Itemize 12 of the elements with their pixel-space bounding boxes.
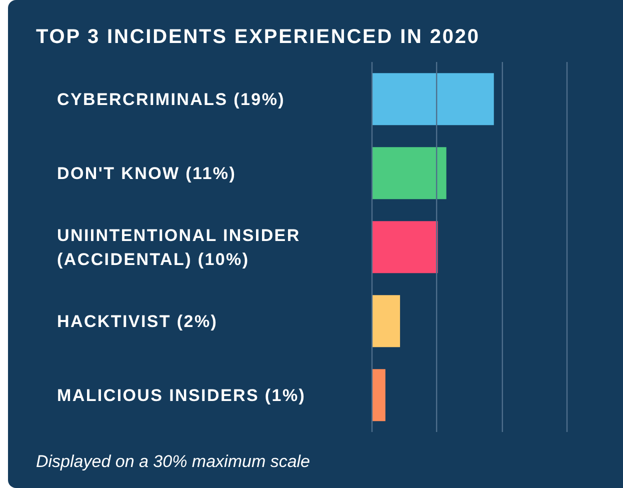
y-tick-label: DON'T KNOW (11%) xyxy=(57,164,236,182)
y-tick-label: UNIINTENTIONAL INSIDER (ACCIDENTAL) (10%) xyxy=(57,226,300,268)
text: Displayed on a 30% maximum scale xyxy=(36,452,310,472)
bar xyxy=(372,73,494,126)
bar xyxy=(372,295,400,348)
y-tick-label: HACKTIVIST (2%) xyxy=(57,312,218,330)
bar xyxy=(372,221,438,274)
bar xyxy=(372,369,386,422)
chart-title: TOP 3 INCIDENTS EXPERIENCED IN 2020 xyxy=(36,26,480,49)
bar xyxy=(372,147,446,200)
y-tick-label: CYBERCRIMINALS (19%) xyxy=(57,90,286,108)
y-tick-label: MALICIOUS INSIDERS (1%) xyxy=(57,386,306,404)
